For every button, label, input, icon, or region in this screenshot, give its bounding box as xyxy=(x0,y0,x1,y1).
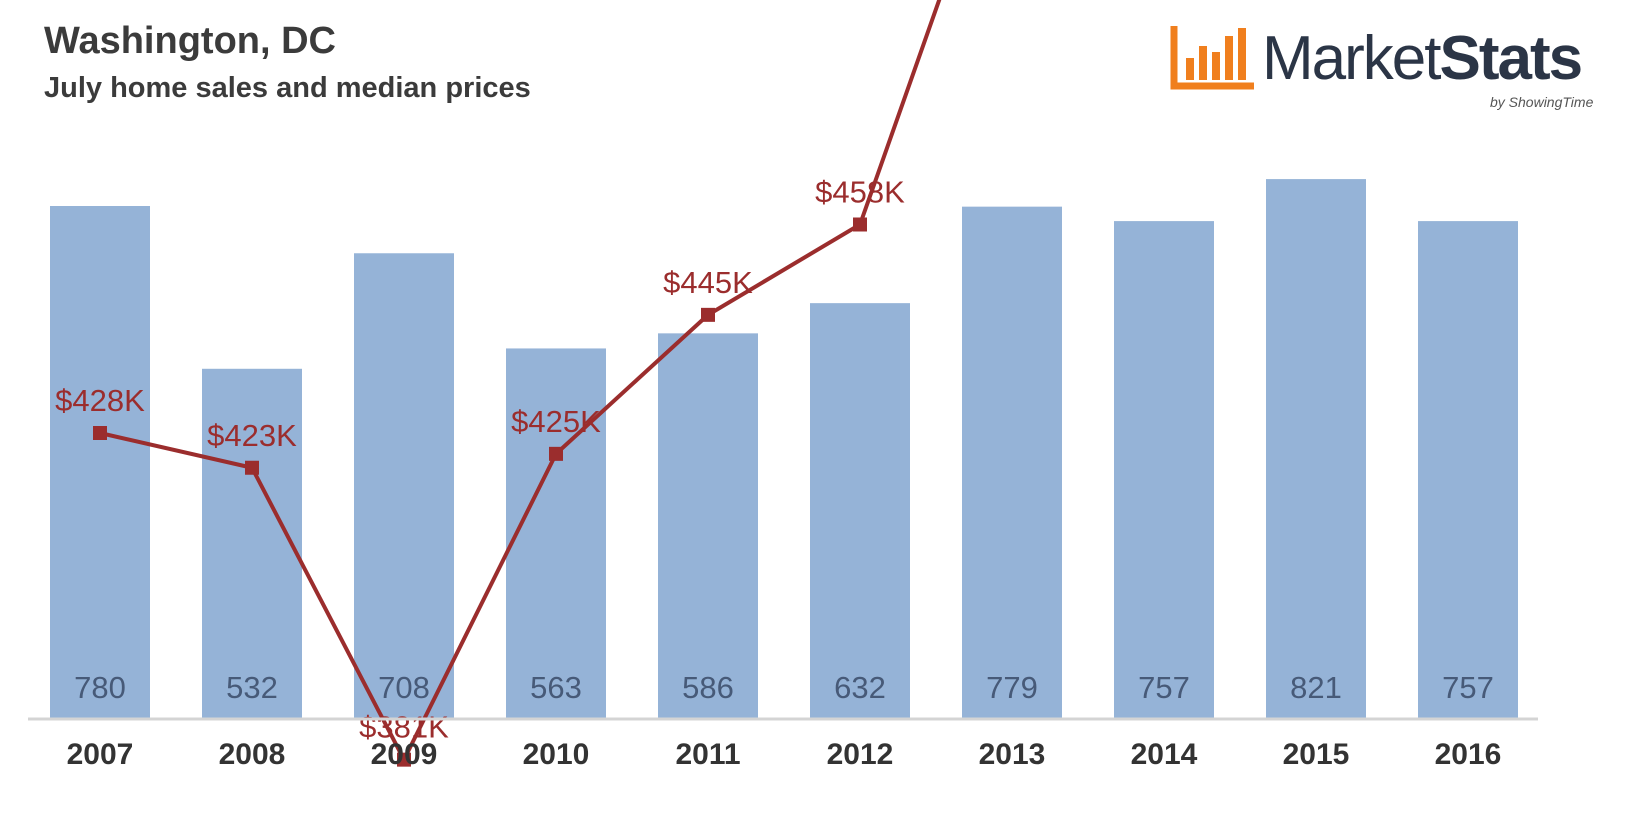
median-price-line xyxy=(99,0,942,762)
axis-layer: 2007 2008 2009 2010 2011 2012 2013 2014 2015 2016 xyxy=(28,717,1538,771)
logo-name-light: Market xyxy=(1262,24,1441,93)
price-label-2008: $423K xyxy=(207,418,297,453)
price-marker-2010 xyxy=(549,446,563,461)
bar-2012 xyxy=(810,303,910,718)
logo-wordmark: MarketStats xyxy=(1262,24,1583,93)
bars-layer xyxy=(50,179,1518,719)
x-tick-label-2007: 2007 xyxy=(67,738,134,771)
bar-value-label-2016: 757 xyxy=(1442,670,1494,705)
bar-value-label-2009: 708 xyxy=(378,670,430,705)
bar-chart-logo-icon xyxy=(1170,26,1254,90)
price-marker-2008 xyxy=(245,460,259,475)
price-label-2010: $425K xyxy=(511,404,601,439)
bar-value-label-2008: 532 xyxy=(226,670,278,705)
logo-name-bold: Stats xyxy=(1439,24,1583,93)
labels-layer: 780 532 708 563 586 632 779 757 821 757 $428K $423K… xyxy=(55,175,1494,745)
x-tick-label-2010: 2010 xyxy=(523,738,590,771)
bar-2015 xyxy=(1266,179,1366,719)
logo-tagline: by ShowingTime xyxy=(1490,94,1594,110)
price-label-2011: $445K xyxy=(663,265,753,300)
bar-2010 xyxy=(506,348,606,718)
bar-value-label-2015: 821 xyxy=(1290,670,1342,705)
price-label-2007: $428K xyxy=(55,383,145,418)
chart-subtitle: July home sales and median prices xyxy=(44,72,531,104)
bar-2008 xyxy=(202,368,302,718)
x-tick-label-2013: 2013 xyxy=(979,738,1046,771)
logo-bar xyxy=(1238,28,1246,80)
bar-value-label-2007: 780 xyxy=(74,670,126,705)
logo-frame xyxy=(1170,26,1254,90)
bar-2009 xyxy=(354,253,454,718)
marketstats-logo: MarketStats by ShowingTime xyxy=(1170,18,1610,118)
logo-bar xyxy=(1225,36,1233,80)
x-tick-label-2015: 2015 xyxy=(1283,738,1350,771)
logo-bar xyxy=(1199,46,1207,80)
bar-2011 xyxy=(658,333,758,718)
price-marker-2011 xyxy=(701,307,715,322)
line-layer xyxy=(93,0,942,767)
x-tick-label-2008: 2008 xyxy=(219,738,286,771)
price-label-2009: $381K xyxy=(359,710,449,745)
bar-value-label-2011: 586 xyxy=(682,670,734,705)
logo-bar xyxy=(1186,58,1194,80)
x-tick-label-2012: 2012 xyxy=(827,738,894,771)
bar-value-label-2013: 779 xyxy=(986,670,1038,705)
bar-value-label-2010: 563 xyxy=(530,670,582,705)
bar-2013 xyxy=(962,206,1062,718)
bar-2016 xyxy=(1418,221,1518,718)
price-marker-2012 xyxy=(853,217,867,232)
x-tick-label-2014: 2014 xyxy=(1131,738,1198,771)
price-marker-2007 xyxy=(93,426,107,440)
logo-bar xyxy=(1212,52,1220,80)
x-tick-label-2009: 2009 xyxy=(371,738,438,771)
x-tick-label-2011: 2011 xyxy=(675,738,740,771)
chart-title: Washington, DC xyxy=(44,20,336,62)
bar-value-label-2012: 632 xyxy=(834,670,886,705)
bar-value-label-2014: 757 xyxy=(1138,670,1190,705)
price-label-2012: $458K xyxy=(815,175,905,210)
x-tick-label-2016: 2016 xyxy=(1435,738,1502,771)
price-marker-2009 xyxy=(397,752,411,767)
bar-2014 xyxy=(1114,221,1214,718)
bar-2007 xyxy=(50,206,150,718)
